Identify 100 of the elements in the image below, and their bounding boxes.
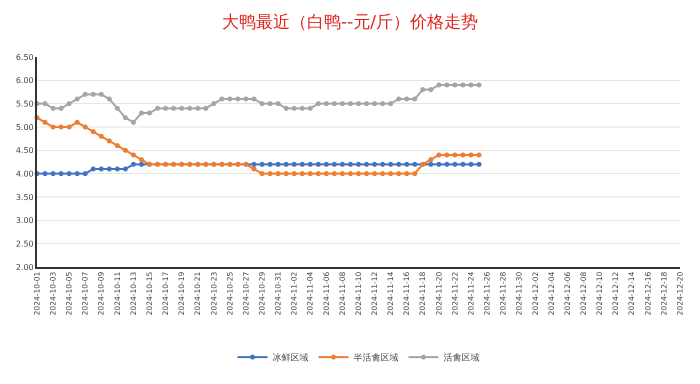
point [82, 124, 88, 130]
point [468, 162, 474, 167]
point [404, 96, 410, 102]
point [227, 96, 232, 102]
point [74, 96, 80, 102]
point [122, 115, 128, 120]
point [219, 96, 224, 102]
point [90, 129, 96, 134]
point [147, 110, 152, 116]
point [235, 96, 240, 102]
point [364, 101, 370, 106]
point [316, 101, 321, 106]
point [130, 162, 136, 167]
point [332, 101, 337, 106]
point [476, 152, 482, 158]
point [476, 162, 482, 167]
legend-label: 半活禽区域 [354, 352, 398, 364]
point [452, 152, 458, 158]
point [332, 162, 337, 167]
point [404, 162, 410, 167]
point [380, 101, 386, 106]
point [82, 92, 88, 97]
point [348, 101, 353, 106]
point [308, 171, 313, 176]
y-tick-label: 2.50 [16, 239, 34, 248]
chart-title: 大鸭最近（白鸭--元/斤）价格走势 [222, 12, 478, 32]
point [452, 82, 458, 88]
point [284, 171, 289, 176]
point [468, 82, 474, 88]
point [122, 148, 128, 153]
point [324, 101, 329, 106]
point [114, 106, 120, 111]
point [372, 162, 378, 167]
point [420, 87, 426, 92]
point [90, 166, 96, 172]
point [436, 162, 442, 167]
point [252, 96, 257, 102]
point [211, 101, 216, 106]
point [138, 110, 144, 116]
point [50, 171, 56, 176]
point [428, 162, 434, 167]
point [476, 82, 482, 88]
point [356, 101, 361, 106]
y-tick-label: 6.00 [16, 76, 34, 86]
point [396, 171, 402, 176]
point [396, 162, 402, 167]
point [252, 166, 257, 172]
point [203, 106, 208, 111]
y-tick-label: 6.50 [16, 52, 34, 62]
y-tick-label: 2.00 [16, 262, 34, 272]
point [428, 87, 434, 92]
point [292, 106, 297, 111]
point [324, 171, 329, 176]
point [300, 106, 305, 111]
point [372, 101, 378, 106]
point [268, 162, 273, 167]
point [284, 162, 289, 167]
point [98, 166, 104, 172]
point [332, 171, 337, 176]
point [268, 101, 273, 106]
point [452, 162, 458, 167]
point [66, 101, 72, 106]
point [58, 106, 64, 111]
point [300, 162, 305, 167]
y-tick-label: 3.50 [16, 192, 34, 202]
point [340, 101, 345, 106]
point [364, 171, 370, 176]
point [163, 106, 168, 111]
point [98, 92, 104, 97]
point [268, 171, 273, 176]
y-tick-label: 4.00 [16, 169, 34, 178]
point [114, 143, 120, 148]
point [106, 96, 112, 102]
point [396, 96, 402, 102]
point [155, 106, 160, 111]
point [50, 106, 56, 111]
point [138, 157, 144, 162]
point [90, 92, 96, 97]
point [412, 96, 418, 102]
point [82, 171, 88, 176]
point [66, 124, 72, 130]
point [380, 171, 386, 176]
point [260, 101, 265, 106]
point [260, 162, 265, 167]
point [444, 82, 450, 88]
point [252, 162, 257, 167]
point [460, 152, 466, 158]
point [276, 101, 281, 106]
point [356, 162, 361, 167]
point [444, 162, 450, 167]
point [74, 120, 80, 125]
point [66, 171, 72, 176]
legend-label: 冰鲜区域 [272, 352, 308, 364]
y-tick-label: 5.00 [16, 122, 34, 132]
point [292, 171, 297, 176]
point [460, 162, 466, 167]
legend-label: 活禽区域 [444, 352, 480, 364]
point [179, 106, 184, 111]
point [412, 171, 418, 176]
y-tick-label: 4.50 [16, 146, 34, 156]
